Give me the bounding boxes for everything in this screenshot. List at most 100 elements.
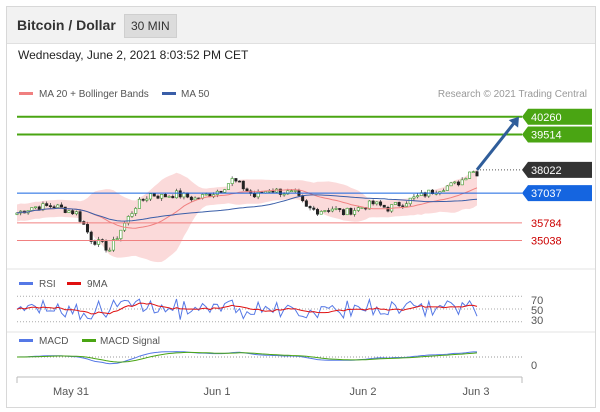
ma50-legend-label: MA 50 (181, 89, 210, 100)
candle-body (353, 210, 357, 215)
candle-body (219, 190, 223, 193)
forecast-arrow-head (508, 116, 519, 128)
candle-body (382, 204, 386, 208)
candle-body (334, 208, 338, 210)
candle-body (252, 193, 256, 198)
candle-body (226, 183, 230, 190)
candle-body (278, 188, 282, 195)
candle-body (137, 198, 141, 209)
candle-body (360, 207, 364, 209)
candle-body (456, 181, 460, 186)
candle-body (375, 201, 379, 205)
candle-body (401, 205, 405, 208)
macd-tick-0: 0 (531, 360, 537, 372)
ma20-legend-label: MA 20 + Bollinger Bands (39, 89, 149, 100)
candle-body (111, 239, 115, 251)
pivot-tag (522, 185, 592, 202)
candle-body (37, 206, 41, 211)
candle-body (475, 171, 479, 177)
candle-body (356, 207, 360, 211)
candle-body (234, 178, 238, 182)
instrument-title: Bitcoin / Dollar (17, 17, 116, 33)
candle-body (397, 202, 401, 207)
resistance-2-label: 40260 (531, 112, 562, 124)
candle-body (93, 241, 97, 245)
candle-body (338, 208, 342, 210)
candle-body (48, 205, 52, 208)
candle-body (271, 190, 275, 193)
candle-body (45, 203, 49, 206)
candle-body (30, 207, 34, 211)
candle-body (419, 192, 423, 196)
candle-body (104, 241, 108, 251)
candle-body (167, 196, 171, 198)
ma50-legend-swatch (162, 92, 176, 95)
candle-body (293, 190, 297, 192)
ma50-line (16, 194, 478, 222)
candle-body (416, 195, 420, 198)
candle-body (171, 196, 175, 199)
forecast-arrow (475, 116, 519, 171)
current-price-tag (522, 161, 592, 178)
candle-body (152, 193, 156, 197)
candle-body (134, 208, 138, 214)
macd-signal-legend-label: MACD Signal (100, 336, 160, 347)
candle-body (60, 204, 64, 208)
macd-legend-swatch (19, 339, 33, 342)
candle-body (149, 193, 153, 200)
candle-body (412, 196, 416, 199)
candle-body (327, 210, 331, 212)
candle-body (175, 190, 179, 199)
resistance-1-label: 39514 (531, 129, 562, 141)
support-1-label: 35784 (531, 218, 562, 230)
price-levels: 40260 39514 38022 37037 35784 35038 (17, 108, 592, 248)
widget-header: Bitcoin / Dollar 30 MIN (7, 7, 595, 44)
forecast-arrow-shaft (475, 122, 515, 171)
credit-text: Research © 2021 Trading Central (438, 89, 587, 100)
rsi-tick-70: 70 (531, 295, 543, 307)
rsi-legend-label: RSI (39, 279, 56, 290)
macd-legend: MACD MACD Signal (19, 336, 160, 347)
candle-body (323, 210, 327, 212)
x-tick-label-jun2: Jun 2 (350, 386, 377, 398)
candle-body (230, 178, 234, 184)
candle-body (119, 229, 123, 239)
candle-body (193, 197, 197, 201)
candle-body (74, 211, 78, 215)
candle-body (460, 179, 464, 186)
candle-body (464, 178, 468, 181)
candle-body (56, 204, 60, 208)
candle-body (471, 171, 475, 173)
candle-body (453, 181, 457, 184)
candle-body (85, 224, 89, 233)
candle-body (52, 206, 56, 209)
candle-body (312, 207, 316, 210)
candle-body (315, 209, 319, 215)
candle-body (89, 231, 93, 242)
candle-body (71, 210, 75, 215)
candle-body (449, 182, 453, 187)
rsi-ma-legend-label: 9MA (87, 279, 108, 290)
candle-body (78, 211, 82, 222)
candle-body (97, 239, 101, 245)
candle-body (367, 200, 371, 210)
rsi-line (16, 297, 478, 321)
candles (15, 170, 479, 253)
candle-body (223, 189, 227, 193)
rsi-tick-50: 50 (531, 305, 543, 317)
candle-body (468, 171, 472, 179)
interval-button[interactable]: 30 MIN (124, 14, 177, 38)
rsi-legend: RSI 9MA (19, 279, 108, 290)
candle-body (330, 208, 334, 212)
candle-body (145, 198, 149, 201)
candle-body (319, 211, 323, 215)
candle-body (238, 180, 242, 183)
macd-signal-legend-swatch (82, 339, 96, 342)
candle-body (304, 200, 308, 207)
candle-body (108, 249, 112, 252)
candle-body (141, 198, 145, 201)
candle-body (163, 194, 167, 198)
candle-body (290, 190, 294, 193)
resistance-2-tag (522, 108, 592, 125)
current-price-label: 38022 (531, 165, 562, 177)
